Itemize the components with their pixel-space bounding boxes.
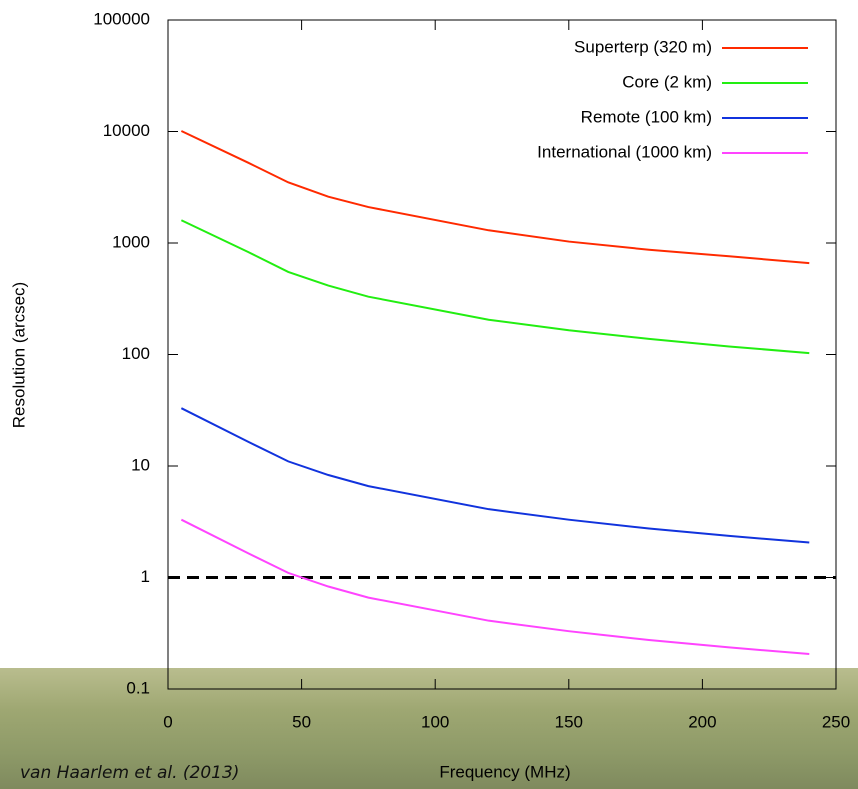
plot-background	[168, 20, 836, 668]
legend-label: Remote (100 km)	[581, 107, 712, 126]
y-tick-label: 0.1	[126, 678, 150, 697]
legend-label: Core (2 km)	[622, 72, 712, 91]
credit: van Haarlem et al. (2013)	[20, 763, 239, 783]
y-tick-label: 1000	[112, 232, 150, 251]
x-tick-label: 0	[163, 712, 172, 731]
y-tick-label: 1	[141, 567, 150, 586]
x-tick-label: 250	[822, 712, 850, 731]
background-photo	[0, 668, 858, 789]
series-line	[180, 518, 810, 656]
x-axis-label: Frequency (MHz)	[439, 762, 570, 781]
y-axis-label: Resolution (arcsec)	[9, 282, 28, 428]
legend-label: Superterp (320 m)	[574, 37, 712, 56]
x-tick-label: 50	[292, 712, 311, 731]
y-tick-label: 10	[131, 455, 150, 474]
y-tick-label: 100000	[93, 9, 150, 28]
series-line	[180, 130, 810, 265]
legend-label: International (1000 km)	[537, 142, 712, 161]
series-line	[180, 407, 810, 544]
series-line	[180, 219, 810, 355]
y-tick-label: 10000	[103, 121, 150, 140]
x-tick-label: 150	[555, 712, 583, 731]
y-tick-label: 100	[122, 344, 150, 363]
x-tick-label: 100	[421, 712, 449, 731]
x-tick-label: 200	[688, 712, 716, 731]
